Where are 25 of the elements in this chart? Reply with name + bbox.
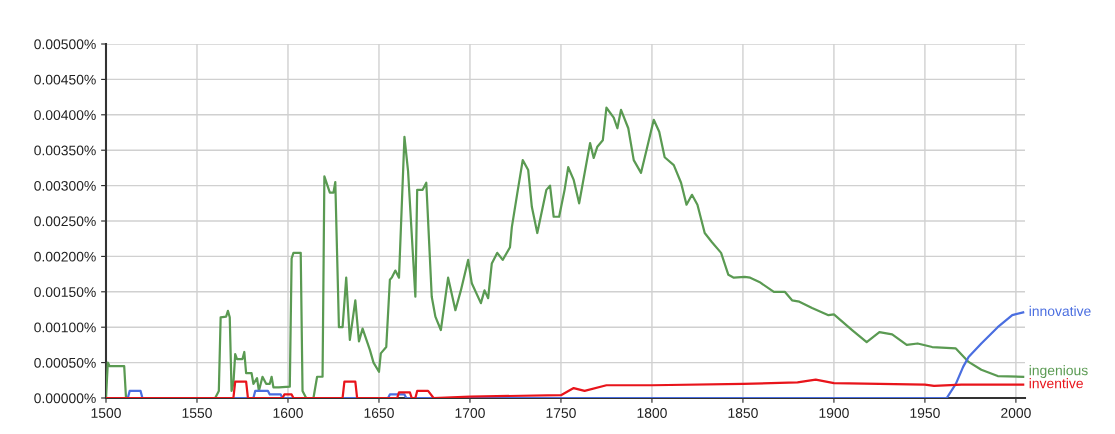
x-tick-label: 1600 xyxy=(273,408,303,418)
x-tick-label: 1750 xyxy=(546,408,576,418)
x-tick-label: 1700 xyxy=(455,408,485,418)
y-tick-label: 0.00300% xyxy=(34,180,96,191)
x-tick-label: 1550 xyxy=(182,408,212,418)
y-tick-label: 0.00050% xyxy=(34,357,96,368)
series-label: inventive xyxy=(1029,378,1083,389)
x-tick-label: 1850 xyxy=(728,408,758,418)
y-tick-label: 0.00400% xyxy=(34,110,96,120)
y-tick-label: 0.00500% xyxy=(34,39,96,50)
series-label: innovative xyxy=(1029,305,1091,317)
y-tick-label: 0.00150% xyxy=(34,287,96,297)
x-tick-label: 1500 xyxy=(91,408,121,418)
y-tick-label: 0.00350% xyxy=(34,145,96,156)
x-tick-label: 1800 xyxy=(637,408,667,418)
x-tick-label: 1900 xyxy=(819,408,849,418)
y-tick-label: 0.00450% xyxy=(34,74,96,85)
y-tick-label: 0.00000% xyxy=(34,393,96,404)
x-tick-label: 1650 xyxy=(364,408,394,418)
y-tick-label: 0.00250% xyxy=(34,216,96,227)
series-label: ingenious xyxy=(1029,365,1088,379)
x-tick-label: 2000 xyxy=(1001,408,1031,418)
y-tick-label: 0.00200% xyxy=(34,251,96,262)
x-tick-label: 1950 xyxy=(910,408,940,418)
y-tick-label: 0.00100% xyxy=(34,322,96,333)
